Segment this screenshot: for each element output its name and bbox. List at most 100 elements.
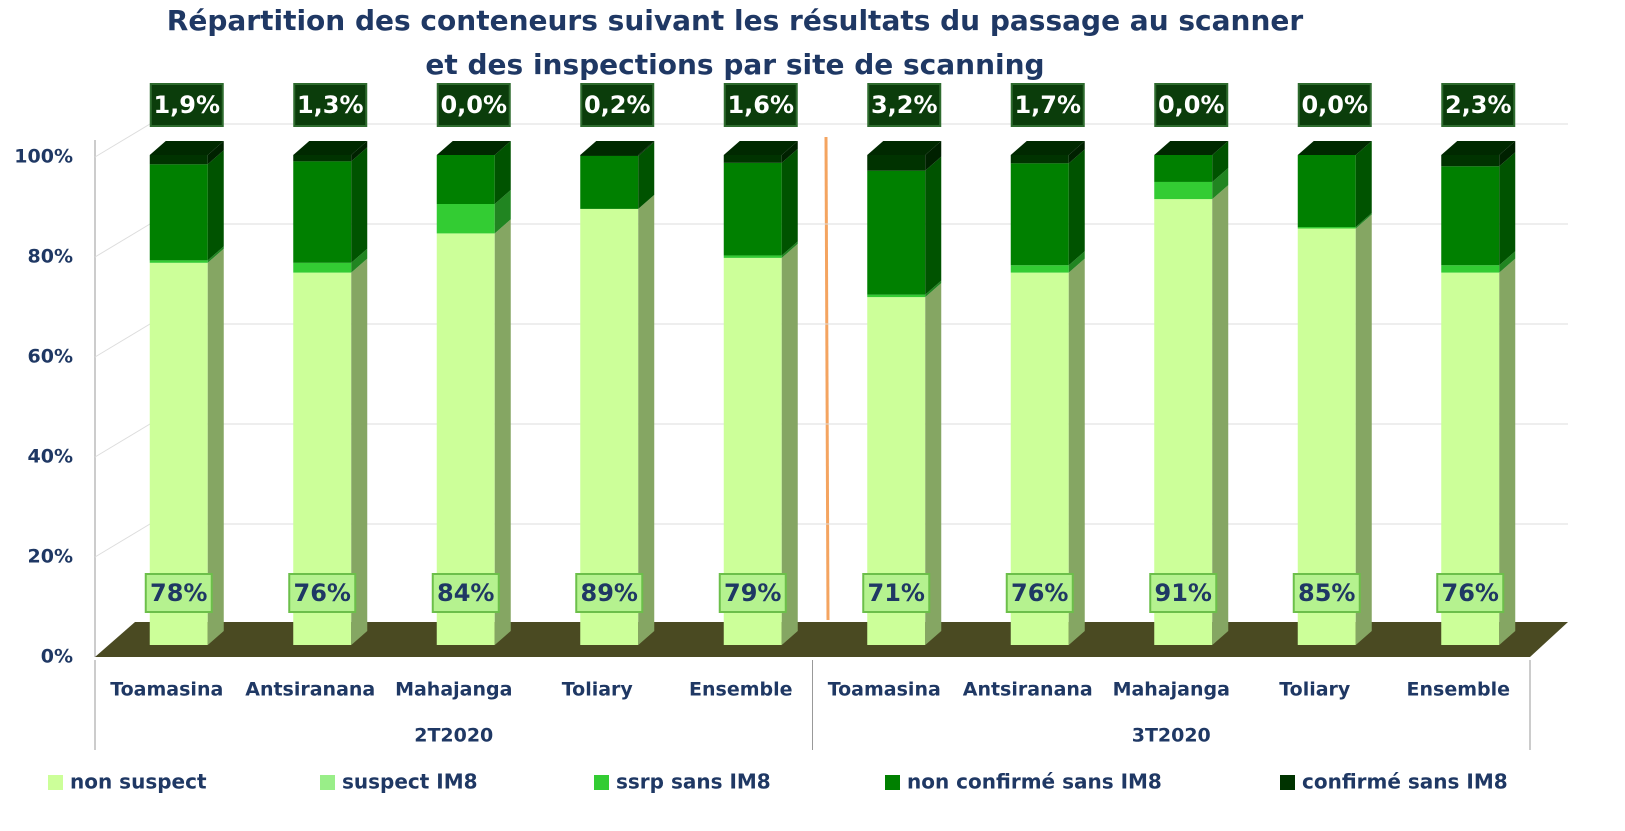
data-label: 76% — [1011, 579, 1068, 607]
legend-label: non suspect — [70, 770, 207, 794]
bar-side — [1068, 149, 1085, 266]
bar-side — [1355, 214, 1372, 645]
data-label-box — [149, 83, 224, 127]
bar-segment — [436, 204, 495, 234]
legend-label: ssrp sans IM8 — [616, 770, 771, 794]
bar-segment — [723, 155, 782, 163]
bar-top — [436, 141, 511, 155]
bar-segment — [1441, 166, 1500, 266]
bar-side — [207, 248, 224, 646]
group-label: 2T2020 — [414, 725, 493, 747]
x-tick-label: Antsiranana — [245, 679, 375, 701]
bar-side — [207, 141, 224, 165]
x-tick-label: Toamasina — [110, 679, 223, 701]
data-label: 91% — [1155, 579, 1212, 607]
bar-segment — [867, 170, 926, 295]
data-label: 0,0% — [1158, 91, 1225, 119]
data-label-box — [718, 573, 787, 613]
bar-side — [781, 243, 798, 645]
data-label-box — [1441, 83, 1516, 127]
bar-segment — [580, 155, 639, 209]
x-tick-label: Mahajanga — [395, 679, 512, 701]
data-label: 78% — [150, 579, 207, 607]
bar-segment — [293, 155, 352, 162]
legend-label: suspect IM8 — [342, 770, 478, 794]
x-tick-label: Toliary — [1279, 679, 1351, 701]
data-label-box — [867, 83, 942, 127]
data-label: 76% — [294, 579, 351, 607]
bar-segment — [867, 155, 926, 171]
legend-swatch — [885, 775, 900, 790]
bar-top — [580, 141, 655, 155]
bar-segment — [1010, 155, 1069, 164]
y-tick-label: 80% — [28, 246, 73, 268]
bar-side — [925, 283, 942, 645]
bar-side — [351, 248, 368, 273]
data-label: 0,0% — [440, 91, 507, 119]
data-label: 71% — [868, 579, 925, 607]
bar-side — [781, 241, 798, 258]
bar-segment — [1154, 181, 1213, 200]
bar-segment — [293, 262, 352, 273]
bar-top — [149, 141, 224, 155]
bar-top — [723, 141, 798, 155]
bar-segment — [1154, 155, 1213, 182]
data-label: 1,6% — [727, 91, 794, 119]
y-tick-label: 60% — [28, 346, 73, 368]
bar-segment — [723, 255, 782, 258]
data-label: 84% — [437, 579, 494, 607]
bar-segment — [1010, 163, 1069, 266]
bar-side — [781, 141, 798, 163]
data-label-box — [431, 573, 500, 613]
legend-swatch — [320, 775, 335, 790]
x-tick-label: Antsiranana — [963, 679, 1093, 701]
y-tick-label: 40% — [28, 446, 73, 468]
data-label-box — [1154, 83, 1229, 127]
bar-side — [925, 280, 942, 298]
bar-side — [1499, 251, 1516, 273]
data-label-box — [723, 83, 798, 127]
bar-segment — [149, 260, 208, 263]
bar-segment — [867, 294, 926, 298]
legend-label: non confirmé sans IM8 — [907, 770, 1162, 794]
data-label: 1,3% — [297, 91, 364, 119]
bar-side — [351, 258, 368, 645]
data-label: 85% — [1298, 579, 1355, 607]
data-label: 2,3% — [1445, 91, 1512, 119]
bar-side — [1068, 141, 1085, 164]
x-tick-label: Ensemble — [689, 679, 793, 701]
y-tick-label: 0% — [41, 646, 73, 668]
x-tick-label: Toamasina — [828, 679, 941, 701]
data-label: 1,9% — [153, 91, 220, 119]
bar-side — [1355, 141, 1372, 228]
bar-side — [494, 219, 511, 645]
data-label: 76% — [1442, 579, 1499, 607]
data-label-box — [1436, 573, 1505, 613]
bar-segment — [436, 155, 495, 204]
bar-segment — [1297, 155, 1356, 228]
data-label-box — [862, 573, 931, 613]
bar-side — [1212, 167, 1229, 200]
bar-side — [207, 246, 224, 263]
bar-segment — [580, 155, 639, 156]
bar-side — [1499, 152, 1516, 266]
data-label: 1,7% — [1014, 91, 1081, 119]
x-tick-label: Toliary — [562, 679, 634, 701]
bar-segment — [1010, 265, 1069, 273]
bar-segment — [723, 162, 782, 256]
legend-swatch — [48, 775, 63, 790]
data-label-box — [1297, 83, 1372, 127]
bar-segment — [1154, 199, 1213, 645]
bar-side — [1499, 141, 1516, 167]
bar-side — [351, 147, 368, 263]
bar-side — [925, 141, 942, 171]
data-label-box — [580, 83, 655, 127]
bar-side — [207, 150, 224, 261]
bar-side — [351, 141, 368, 162]
data-label: 79% — [724, 579, 781, 607]
chart-title: Répartition des conteneurs suivant les r… — [167, 4, 1304, 37]
bar-side — [1068, 251, 1085, 273]
legend-swatch — [1280, 775, 1295, 790]
